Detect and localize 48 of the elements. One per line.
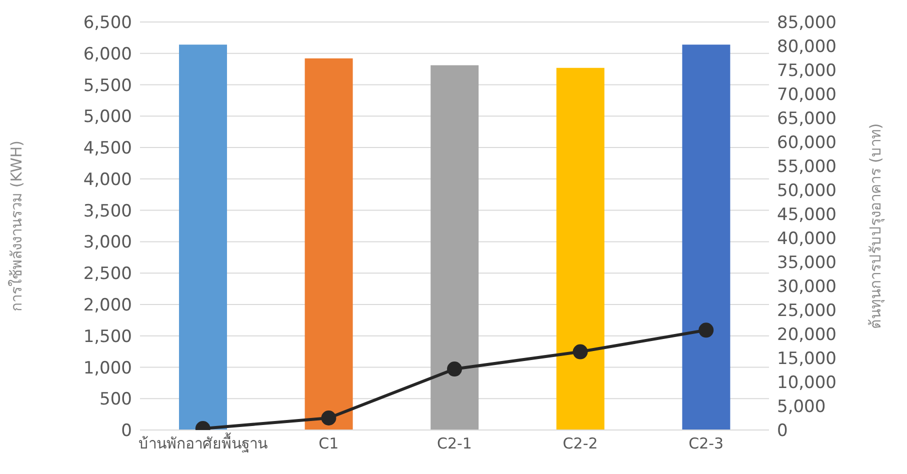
x-tick-label: C2-1 — [437, 434, 472, 453]
y2-tick-label: 0 — [777, 421, 788, 442]
y2-tick-label: 15,000 — [777, 349, 836, 370]
bar — [304, 58, 353, 430]
y2-axis-title: ต้นทุนการปรับปรุงอาคาร (บาท) — [866, 123, 886, 329]
y2-tick-label: 80,000 — [777, 37, 836, 58]
y2-tick-label: 55,000 — [777, 157, 836, 178]
y-tick-label: 3,000 — [83, 232, 132, 253]
y2-tick-label: 5,000 — [777, 397, 826, 418]
y-tick-label: 6,500 — [83, 13, 132, 34]
y-tick-label: 500 — [100, 390, 132, 410]
y2-tick-label: 35,000 — [777, 253, 836, 274]
bar — [556, 68, 604, 430]
point — [698, 322, 714, 338]
bar — [179, 44, 227, 430]
y2-tick-label: 10,000 — [777, 373, 836, 394]
y2-tick-label: 85,000 — [777, 13, 836, 34]
x-tick-label: C2-3 — [688, 434, 724, 453]
y-tick-label: 0 — [121, 421, 132, 442]
point — [447, 362, 462, 377]
bar — [430, 65, 479, 430]
y-tick-label: 6,000 — [83, 44, 132, 64]
y2-tick-label: 65,000 — [777, 109, 836, 130]
y-tick-label: 1,000 — [83, 358, 132, 378]
x-tick-label: C1 — [318, 434, 339, 453]
y-tick-label: 4,000 — [83, 170, 132, 190]
y-axis-title: การใช้พลังงานรวม (KWH) — [7, 140, 26, 312]
x-tick-label: บ้านพักอาศัยพื้นฐาน — [138, 432, 268, 453]
y-tick-label: 3,500 — [83, 201, 132, 222]
y2-tick-label: 20,000 — [777, 325, 836, 346]
x-tick-label: C2-2 — [562, 434, 598, 453]
y2-tick-label: 30,000 — [777, 277, 836, 298]
y2-tick-label: 50,000 — [777, 181, 836, 202]
point — [572, 344, 588, 360]
y2-tick-label: 45,000 — [777, 205, 836, 226]
y2-tick-label: 40,000 — [777, 229, 836, 250]
point — [321, 410, 336, 426]
y2-tick-label: 25,000 — [777, 301, 836, 322]
y-tick-label: 4,500 — [83, 138, 132, 159]
y-tick-label: 5,500 — [83, 76, 132, 96]
y-tick-label: 2,500 — [83, 264, 132, 284]
y-tick-label: 2,000 — [83, 295, 132, 316]
y2-tick-label: 75,000 — [777, 61, 836, 82]
y-tick-label: 1,500 — [83, 326, 132, 347]
y-tick-label: 5,000 — [83, 107, 132, 128]
y2-tick-label: 60,000 — [777, 133, 836, 154]
bar — [682, 44, 730, 430]
y2-tick-label: 70,000 — [777, 85, 836, 106]
